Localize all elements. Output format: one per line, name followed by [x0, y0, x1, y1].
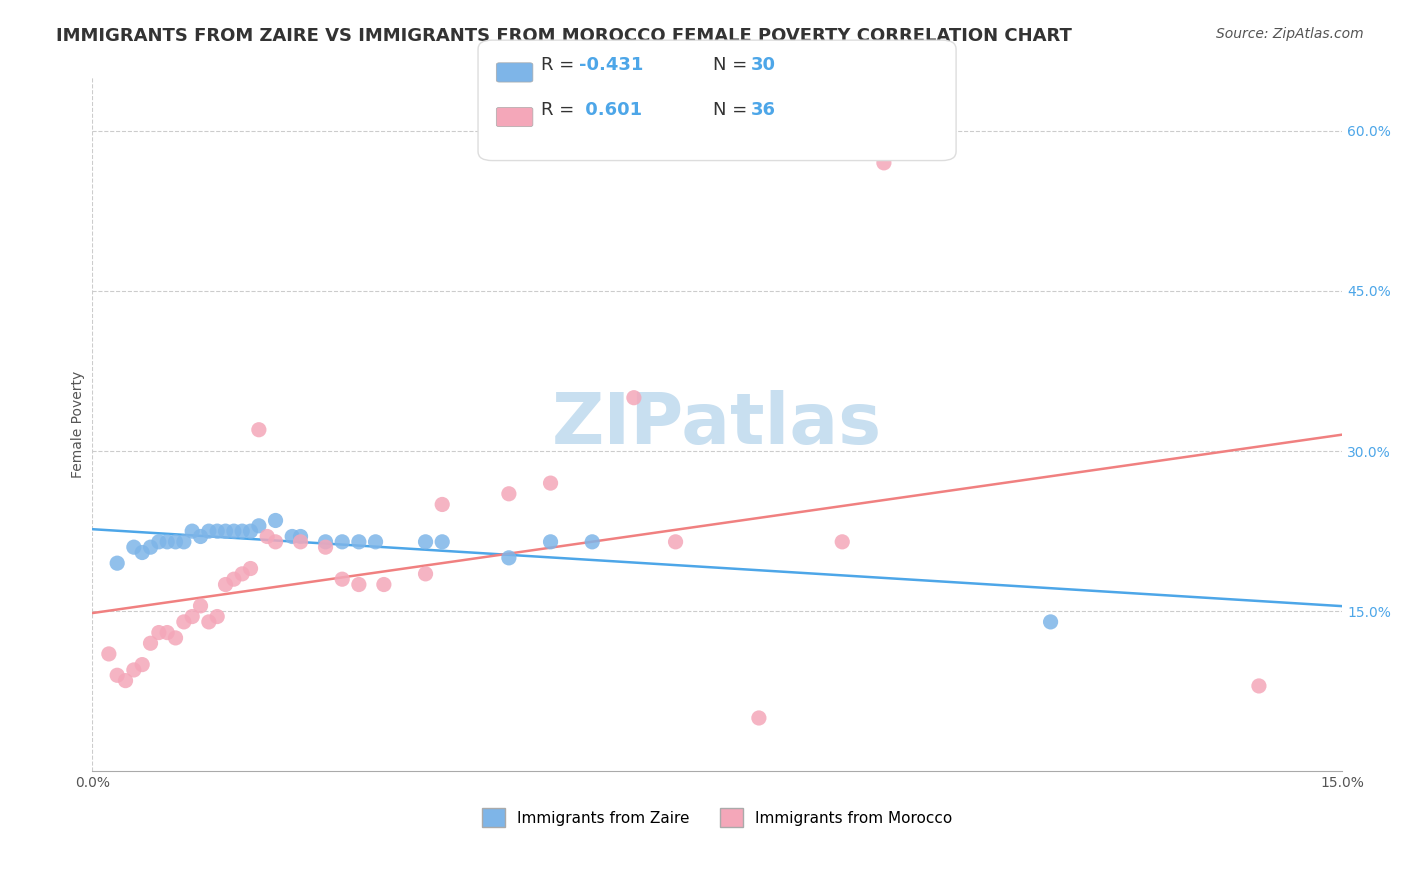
Point: [114, 673, 136, 688]
Text: N =: N =: [713, 56, 752, 74]
Point: [122, 663, 145, 677]
Point: [498, 550, 520, 565]
Point: [347, 577, 370, 591]
Point: [1247, 679, 1270, 693]
Text: R =: R =: [541, 101, 581, 119]
Point: [190, 599, 212, 613]
Point: [748, 711, 770, 725]
Legend: Immigrants from Zaire, Immigrants from Morocco: Immigrants from Zaire, Immigrants from M…: [475, 802, 959, 833]
Text: -0.431: -0.431: [579, 56, 644, 74]
Point: [205, 524, 228, 538]
Point: [581, 534, 603, 549]
Point: [415, 566, 437, 581]
Point: [181, 524, 204, 538]
Point: [290, 534, 312, 549]
Point: [198, 524, 221, 538]
Point: [148, 534, 170, 549]
Point: [105, 556, 128, 570]
Text: 0.601: 0.601: [579, 101, 643, 119]
Point: [664, 534, 686, 549]
Point: [281, 529, 304, 543]
Point: [247, 518, 270, 533]
Point: [239, 561, 262, 575]
Point: [148, 625, 170, 640]
Point: [205, 609, 228, 624]
Point: [231, 524, 253, 538]
Point: [373, 577, 395, 591]
Point: [139, 540, 162, 554]
Text: ZIPatlas: ZIPatlas: [553, 390, 883, 458]
Point: [156, 625, 179, 640]
Point: [231, 566, 253, 581]
Point: [97, 647, 120, 661]
Point: [290, 529, 312, 543]
Point: [173, 615, 195, 629]
Point: [139, 636, 162, 650]
Text: IMMIGRANTS FROM ZAIRE VS IMMIGRANTS FROM MOROCCO FEMALE POVERTY CORRELATION CHAR: IMMIGRANTS FROM ZAIRE VS IMMIGRANTS FROM…: [56, 27, 1073, 45]
Text: 36: 36: [751, 101, 776, 119]
Point: [315, 534, 337, 549]
Point: [315, 540, 337, 554]
Point: [181, 609, 204, 624]
Point: [222, 572, 245, 586]
Point: [190, 529, 212, 543]
Point: [239, 524, 262, 538]
Point: [330, 572, 353, 586]
Point: [415, 534, 437, 549]
Point: [264, 534, 287, 549]
Y-axis label: Female Poverty: Female Poverty: [72, 371, 86, 478]
Point: [214, 577, 236, 591]
Point: [540, 476, 562, 491]
Text: Source: ZipAtlas.com: Source: ZipAtlas.com: [1216, 27, 1364, 41]
Point: [498, 487, 520, 501]
Text: R =: R =: [541, 56, 581, 74]
Point: [347, 534, 370, 549]
Text: N =: N =: [713, 101, 752, 119]
Point: [364, 534, 387, 549]
Point: [540, 534, 562, 549]
Point: [432, 534, 454, 549]
Point: [131, 657, 153, 672]
Point: [873, 156, 896, 170]
Point: [1039, 615, 1062, 629]
Point: [330, 534, 353, 549]
Point: [156, 534, 179, 549]
Point: [623, 391, 645, 405]
Point: [198, 615, 221, 629]
Point: [256, 529, 278, 543]
Text: 30: 30: [751, 56, 776, 74]
Point: [222, 524, 245, 538]
Point: [165, 534, 187, 549]
Point: [247, 423, 270, 437]
Point: [264, 513, 287, 527]
Point: [165, 631, 187, 645]
Point: [214, 524, 236, 538]
Point: [122, 540, 145, 554]
Point: [173, 534, 195, 549]
Point: [432, 498, 454, 512]
Point: [831, 534, 853, 549]
Point: [105, 668, 128, 682]
Point: [131, 545, 153, 559]
